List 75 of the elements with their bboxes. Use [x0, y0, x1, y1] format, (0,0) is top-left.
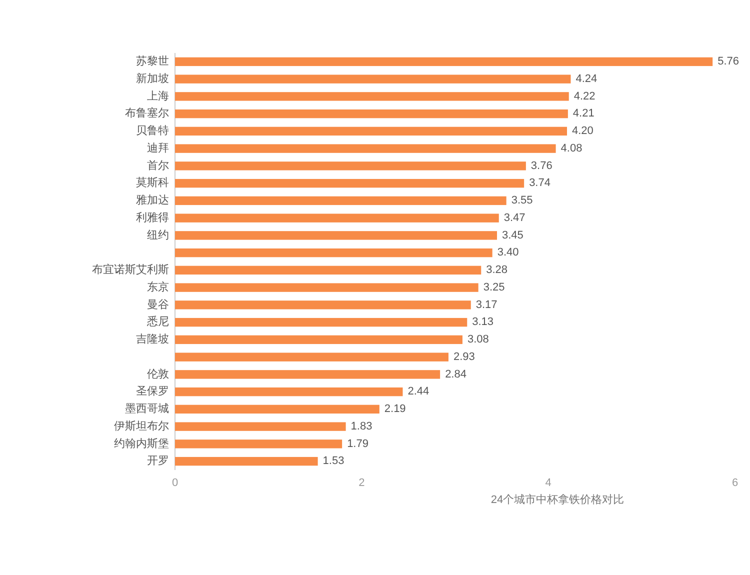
y-tick-label: 上海	[147, 89, 169, 102]
x-tick-label: 4	[545, 477, 552, 489]
data-label: 4.22	[574, 90, 596, 102]
data-label: 5.76	[718, 56, 740, 68]
bar	[175, 74, 571, 84]
bar	[175, 283, 478, 292]
y-tick-label: 吉隆坡	[136, 332, 169, 346]
data-label: 3.74	[529, 177, 550, 190]
y-tick-label: 迪拜	[147, 141, 169, 154]
bar	[175, 352, 448, 362]
data-label: 3.76	[530, 160, 552, 172]
y-tick-label: 首尔	[147, 160, 169, 172]
data-label: 3.17	[476, 298, 498, 311]
data-label: 1.83	[350, 420, 372, 432]
y-tick-label: 新加坡	[136, 72, 169, 85]
data-label: 1.53	[322, 455, 344, 468]
bar	[175, 57, 713, 66]
data-label: 2.93	[453, 350, 475, 363]
bar	[175, 248, 492, 258]
y-tick-label: 东京	[147, 280, 169, 294]
bar	[175, 387, 403, 396]
data-label: 3.40	[497, 246, 519, 259]
bar	[175, 214, 499, 222]
y-tick-label: 悉尼	[146, 315, 169, 328]
y-tick-label: 布宜诺斯艾利斯	[92, 263, 169, 276]
data-label: 2.44	[408, 386, 430, 398]
data-label: 4.20	[572, 125, 594, 138]
data-label: 3.45	[502, 229, 524, 242]
bar	[175, 126, 567, 136]
data-label: 2.19	[384, 403, 406, 416]
bar	[175, 231, 497, 240]
data-label: 4.24	[576, 72, 598, 85]
data-label: 3.55	[511, 194, 533, 207]
data-label: 4.08	[560, 142, 582, 154]
data-label: 3.47	[504, 212, 526, 224]
y-tick-label: 伦敦	[147, 367, 169, 380]
data-label: 3.25	[483, 281, 505, 294]
data-label: 2.84	[445, 368, 466, 380]
y-tick-label: 莫斯科	[136, 176, 169, 190]
x-axis-title: 24个城市中杯拿铁价格对比	[490, 493, 624, 506]
y-tick-label: 苏黎世	[136, 54, 169, 68]
data-label: 4.21	[572, 108, 594, 120]
bar	[175, 178, 524, 188]
data-label: 3.08	[467, 334, 489, 346]
x-tick-label: 0	[172, 477, 178, 489]
y-tick-label: 贝鲁特	[136, 125, 169, 138]
bar	[175, 196, 506, 206]
bar	[175, 318, 468, 327]
y-tick-label: 约翰内斯堡	[114, 436, 169, 450]
y-tick-label: 圣保罗	[136, 386, 169, 398]
bar	[175, 456, 318, 466]
y-tick-label: 墨西哥城	[125, 402, 169, 416]
y-tick-label: 伊斯坦布尔	[114, 419, 169, 432]
x-tick-label: 6	[732, 477, 738, 489]
y-tick-label: 布鲁塞尔	[125, 106, 169, 120]
bar	[175, 335, 462, 344]
bar	[175, 440, 342, 448]
y-tick-label: 曼谷	[147, 298, 169, 311]
bar	[175, 266, 482, 275]
bar	[175, 144, 556, 153]
y-tick-label: 开罗	[147, 455, 169, 468]
data-label: 3.13	[472, 316, 494, 328]
y-tick-label: 纽约	[147, 229, 169, 242]
bar	[175, 370, 440, 379]
y-tick-label: 雅加达	[136, 194, 169, 207]
data-label: 3.28	[486, 264, 508, 276]
x-tick-label: 2	[358, 477, 365, 489]
bar	[175, 162, 526, 170]
y-tick-label: 利雅得	[136, 210, 169, 224]
bar	[175, 300, 471, 310]
data-label: 1.79	[347, 438, 368, 450]
bar	[175, 404, 380, 414]
bar	[175, 422, 346, 431]
bar	[175, 92, 569, 101]
bar	[175, 109, 568, 118]
